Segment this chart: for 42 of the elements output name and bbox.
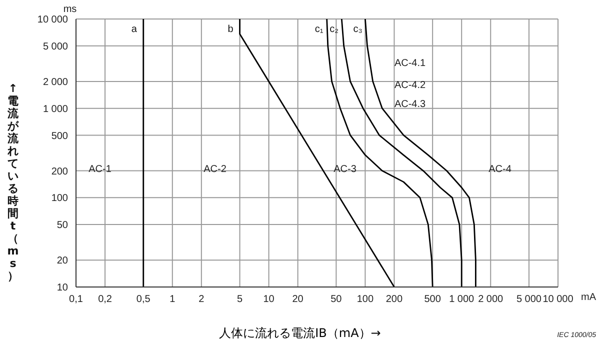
x-tick-label: 10 000 (542, 294, 574, 306)
annotation: AC-2 (204, 164, 226, 175)
y-tick-label: 10 (56, 282, 68, 294)
annotation: AC-4.2 (394, 80, 426, 91)
series-label: c₃ (353, 24, 362, 36)
y-tick-label: 200 (51, 166, 68, 178)
x-tick-label: 100 (356, 294, 374, 306)
x-tick-label: 50 (330, 294, 342, 306)
text: mA (581, 292, 596, 303)
x-tick-label: 2 (198, 294, 205, 306)
x-tick-label: 0,5 (136, 294, 151, 306)
annotation: AC-4.1 (394, 58, 426, 69)
x-tick-label: 5 000 (516, 294, 542, 306)
series-label: c₁ (314, 24, 324, 36)
x-tick-label: 0,1 (69, 294, 84, 306)
annotation: AC-4.3 (394, 99, 426, 110)
y-tick-label: 1 000 (42, 104, 68, 115)
x-tick-label: 1 000 (449, 294, 475, 306)
x-tick-label: 0,2 (98, 294, 112, 306)
y-tick-label: 100 (51, 193, 68, 204)
x-tick-label: 5 (237, 294, 243, 306)
series-label: b (228, 24, 234, 36)
y-tick-label: 500 (51, 130, 68, 142)
x-axis-title: 人体に流れる電流IB（mA）→ (219, 326, 381, 340)
x-tick-label: 20 (292, 294, 304, 306)
x-tick-label: 10 (263, 294, 275, 306)
y-tick-label: 2 000 (42, 76, 68, 88)
text: ↑ 電流が流れている時間 t（ms） (7, 82, 19, 282)
y-tick-label: 20 (56, 256, 68, 267)
series-label: a (131, 24, 138, 36)
x-tick-label: 200 (386, 294, 403, 306)
x-tick-label: 2 000 (478, 294, 504, 306)
y-tick-label: 5 000 (42, 41, 68, 52)
x-tick-label: 500 (424, 294, 442, 306)
text: ms (63, 4, 77, 15)
series-label: c₂ (330, 24, 339, 36)
y-tick-label: 10 000 (37, 14, 68, 26)
x-tick-label: 1 (170, 294, 176, 306)
y-tick-label: 50 (56, 220, 68, 232)
annotation: AC-1 (88, 164, 112, 175)
annotation: AC-4 (488, 164, 512, 175)
annotation: AC-3 (334, 164, 356, 175)
